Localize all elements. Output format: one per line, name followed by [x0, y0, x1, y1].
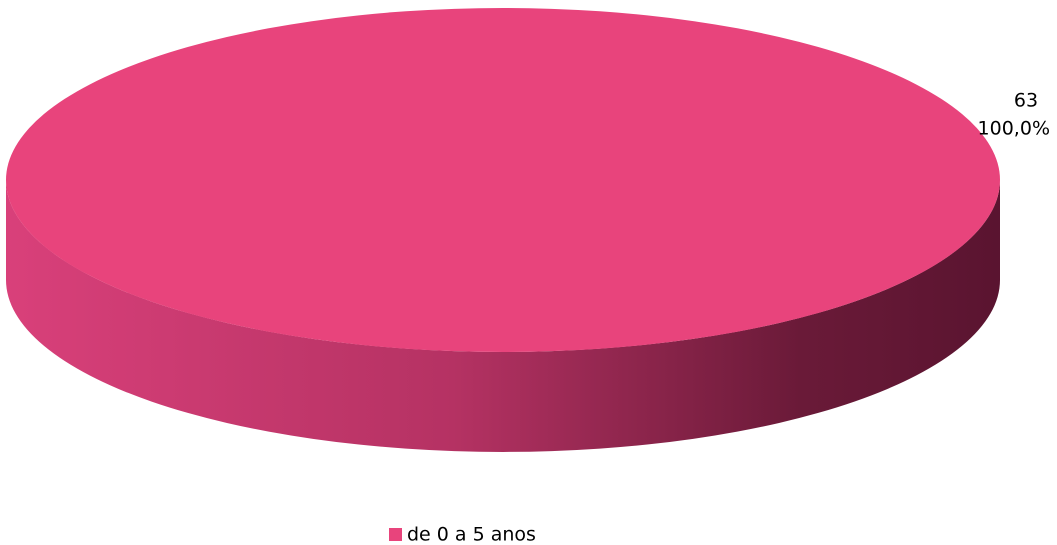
data-label: 63 [1014, 90, 1038, 112]
pie-side [6, 180, 1000, 452]
legend-swatch [389, 528, 402, 541]
legend-label: de 0 a 5 anos [407, 524, 536, 545]
pie-slice [6, 8, 1000, 352]
data-label-percent: 100,0% [978, 118, 1050, 140]
